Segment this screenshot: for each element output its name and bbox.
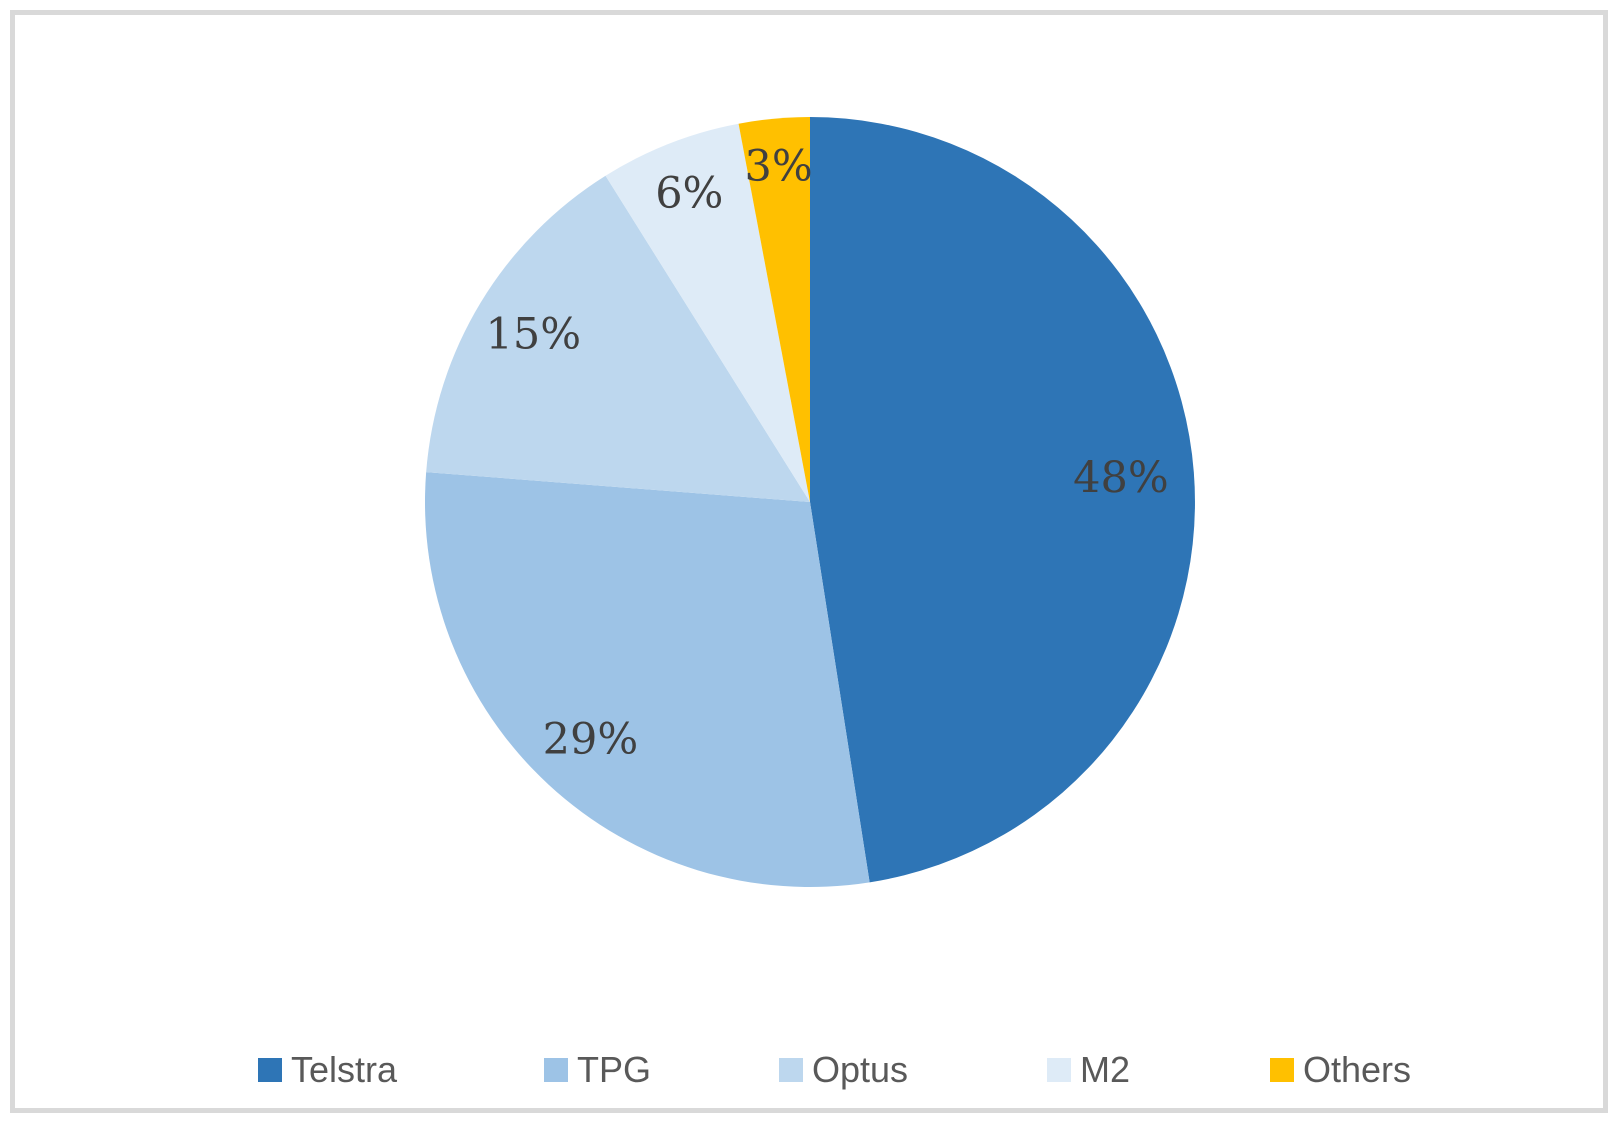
- pie-label-telstra: 48%: [1073, 453, 1169, 503]
- pie-label-tpg: 29%: [543, 714, 639, 764]
- legend: Telstra TPG Optus M2 Others: [0, 1044, 1616, 1096]
- legend-item-tpg: TPG: [544, 1044, 651, 1096]
- legend-label-telstra: Telstra: [291, 1049, 398, 1090]
- legend-swatch-tpg: [544, 1058, 568, 1082]
- legend-label-m2: M2: [1080, 1049, 1131, 1090]
- pie-slice-others: [738, 117, 810, 502]
- legend-item-telstra: Telstra: [258, 1044, 397, 1096]
- legend-swatch-optus: [779, 1058, 803, 1082]
- pie-slice-telstra: [810, 117, 1195, 883]
- pie-label-others: 3%: [744, 142, 812, 192]
- pie-slices: [424, 117, 1195, 887]
- legend-swatch-m2: [1047, 1058, 1071, 1082]
- pie-slice-tpg: [424, 472, 870, 887]
- pie-slice-optus: [426, 175, 810, 502]
- pie-data-labels: 48% 29% 15% 6% 3%: [486, 142, 1169, 765]
- legend-item-m2: M2: [1047, 1044, 1130, 1096]
- legend-label-tpg: TPG: [577, 1049, 652, 1090]
- pie-label-m2: 6%: [655, 169, 723, 219]
- legend-label-others: Others: [1303, 1049, 1412, 1090]
- legend-swatch-telstra: [258, 1058, 282, 1082]
- pie-slice-m2: [605, 123, 810, 502]
- legend-item-others: Others: [1270, 1044, 1411, 1096]
- pie-label-optus: 15%: [486, 310, 582, 360]
- legend-item-optus: Optus: [779, 1044, 908, 1096]
- legend-swatch-others: [1270, 1058, 1294, 1082]
- legend-label-optus: Optus: [812, 1049, 909, 1090]
